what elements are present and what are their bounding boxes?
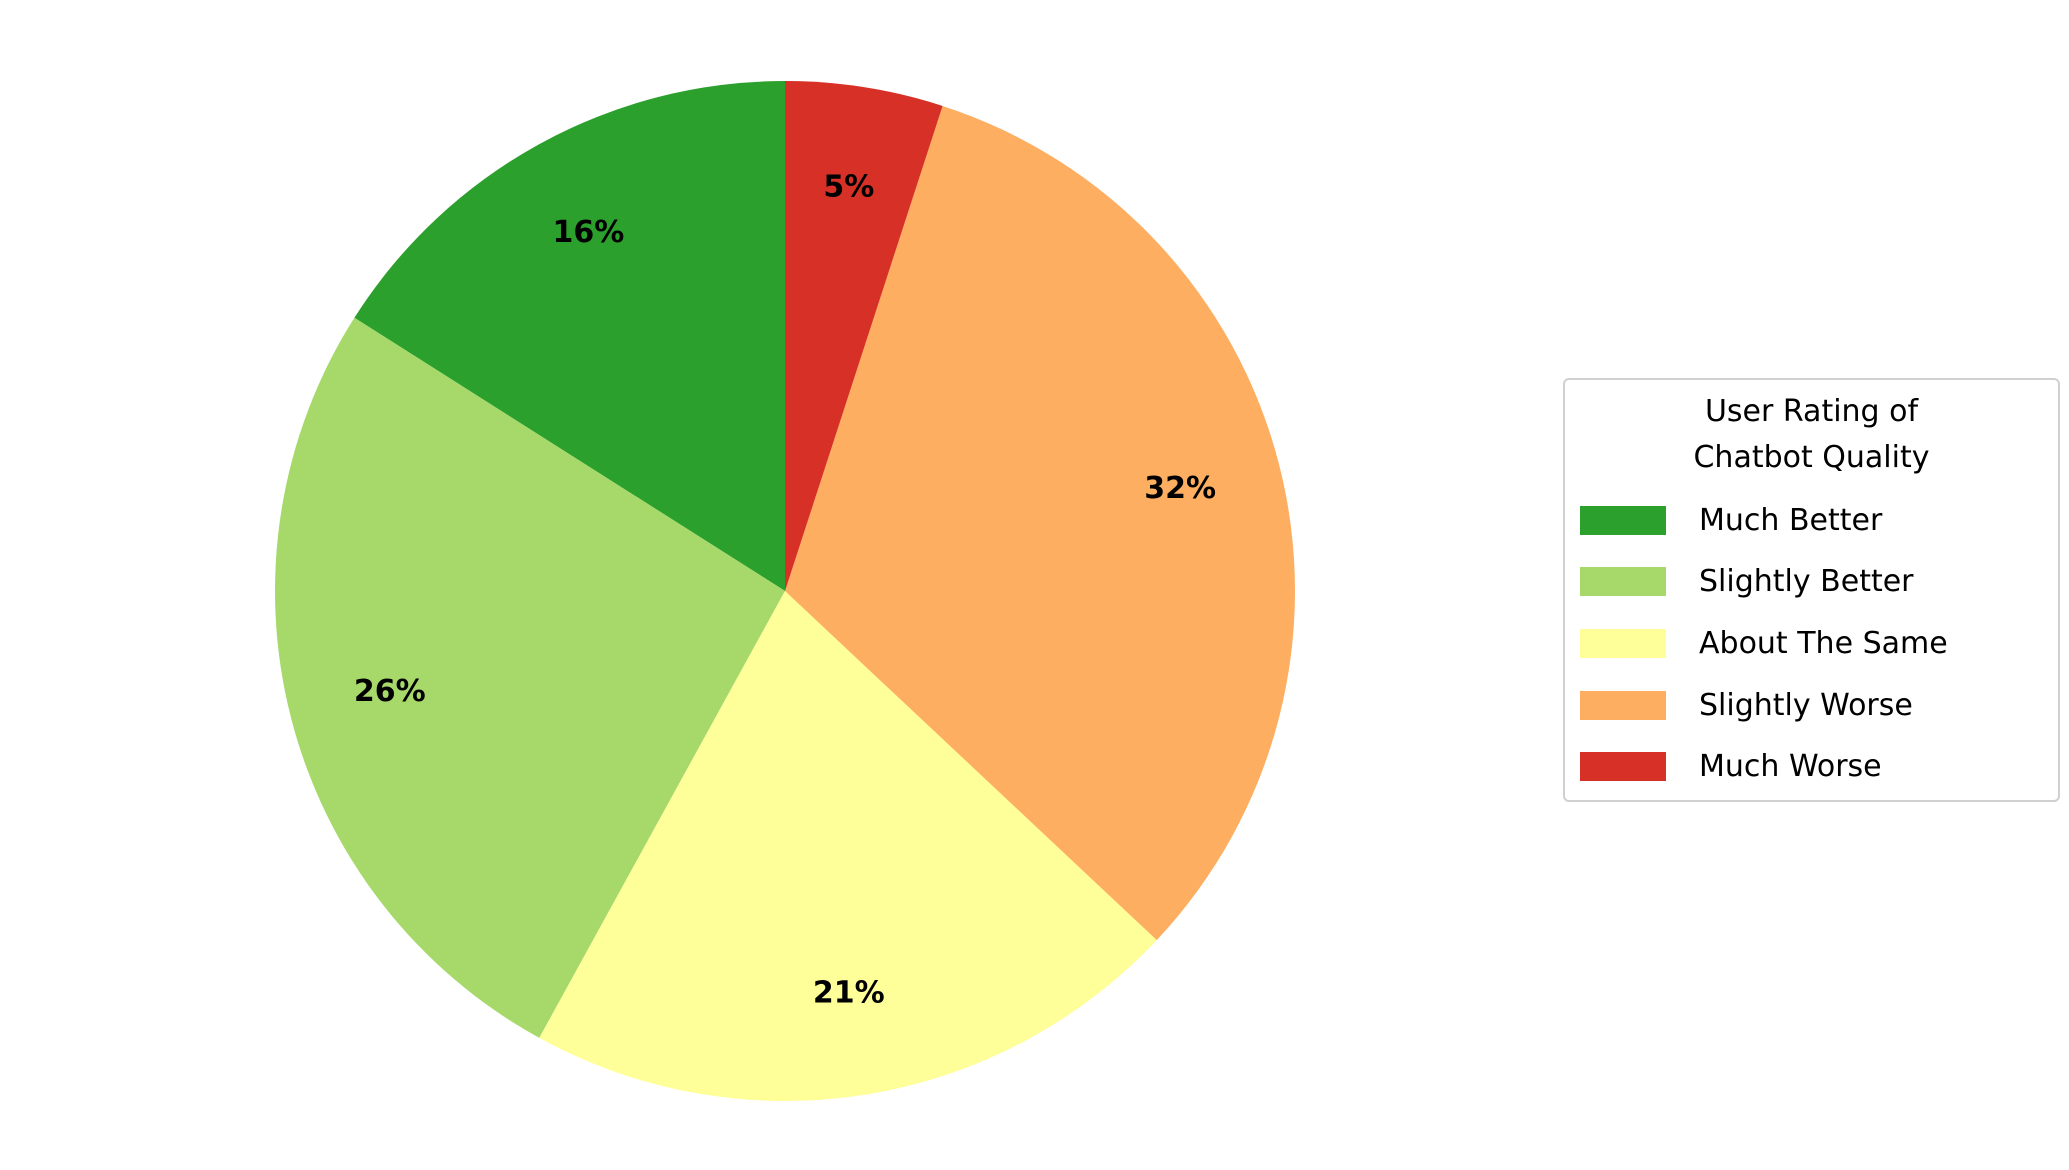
legend-title: User Rating of Chatbot Quality — [1693, 394, 1930, 475]
pie-slice — [785, 81, 943, 591]
legend-entry: Slightly Better — [1580, 562, 1914, 602]
slice-label: 21% — [813, 975, 885, 1010]
pie-slice — [785, 105, 1295, 941]
legend-patch — [1580, 628, 1666, 658]
chart: 16% 26% 21% 32% 5% — [275, 81, 1295, 1101]
legend-patch — [1580, 690, 1666, 720]
legend-label: Much Better — [1699, 502, 1883, 538]
slice-label: 16% — [553, 215, 625, 250]
legend-label: Much Worse — [1699, 749, 1882, 785]
legend-entry: Slightly Worse — [1580, 685, 1913, 725]
pie-slice — [354, 81, 785, 591]
legend-patch — [1580, 505, 1666, 535]
slice-label: 5% — [823, 170, 874, 205]
legend-label: Slightly Worse — [1699, 687, 1913, 723]
legend-label: Slightly Better — [1699, 564, 1914, 600]
pie-slice — [275, 317, 785, 1038]
legend-label: About The Same — [1699, 625, 1948, 661]
legend-entry: About The Same — [1580, 623, 1948, 663]
pie-slice — [539, 591, 1157, 1101]
legend-patch — [1580, 567, 1666, 597]
legend: User Rating of Chatbot Quality Much Bett… — [1563, 378, 2060, 802]
slice-label: 32% — [1144, 471, 1216, 506]
legend-entry: Much Worse — [1580, 747, 1882, 787]
legend-patch — [1580, 752, 1666, 782]
legend-entry: Much Better — [1580, 500, 1882, 540]
slice-label: 26% — [354, 674, 426, 709]
